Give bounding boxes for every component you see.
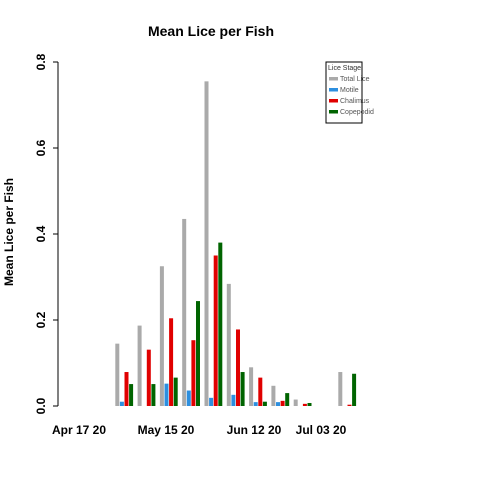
bar-copepodid: Copepodid: 0.38 <box>218 242 223 406</box>
bar-total-lice: Total Lice: 0.755 <box>204 81 209 406</box>
bar-copepodid: Copepodid: 0.051 <box>151 384 156 406</box>
legend-swatch <box>329 99 338 103</box>
legend-swatch <box>329 77 338 81</box>
bar-chalimus: Chalimus: 0.153 <box>191 340 196 406</box>
x-axis-labels: Apr 17 20 May 15 20 Jun 12 20 Jul 03 20 <box>52 423 347 437</box>
bar-total-lice: Total Lice: 0.435 <box>182 218 187 406</box>
legend-items: Total Lice Motile Chalimus Copepodid <box>329 76 374 116</box>
bar-copepodid: Copepodid: 0.007 <box>307 402 312 406</box>
bar-total-lice: Total Lice: 0.145 <box>115 343 120 406</box>
bar-chalimus: Chalimus: 0.131 <box>146 349 151 406</box>
bar-copepodid: Copepodid: 0.03 <box>285 393 290 406</box>
bar-copepodid: Copepodid: 0.075 <box>352 373 357 406</box>
bars: Total Lice: 0.145Motile: 0.01Chalimus: 0… <box>115 81 357 406</box>
legend-title: Lice Stage <box>328 65 361 72</box>
legend-swatch <box>329 88 338 92</box>
bar-motile: Motile: 0.026 <box>231 394 236 406</box>
legend-label: Total Lice <box>340 76 370 83</box>
chart-title: Mean Lice per Fish <box>148 23 274 39</box>
legend-label: Motile <box>340 87 359 94</box>
bar-chalimus: Chalimus: 0.079 <box>124 372 129 406</box>
y-tick-label: 0.6 <box>34 139 48 156</box>
bar-motile: Motile: 0.01 <box>119 401 124 406</box>
bar-total-lice: Total Lice: 0.325 <box>159 266 164 406</box>
bar-total-lice: Total Lice: 0.187 <box>137 325 142 406</box>
legend-label: Chalimus <box>340 98 370 105</box>
bar-total-lice: Total Lice: 0.079 <box>338 372 343 406</box>
bar-total-lice: Total Lice: 0.09 <box>249 367 254 406</box>
bar-total-lice: Total Lice: 0.284 <box>226 283 231 406</box>
y-axis-ticks: 0.0 0.2 0.4 0.6 0.8 <box>34 53 58 414</box>
bar-copepodid: Copepodid: 0.051 <box>129 384 134 406</box>
bar-chalimus: Chalimus: 0.35 <box>213 255 218 406</box>
bar-copepodid: Copepodid: 0.066 <box>173 377 178 406</box>
y-tick-label: 0.2 <box>34 311 48 328</box>
legend: Lice Stage Total Lice Motile Chalimus Copep… <box>325 61 374 124</box>
bar-copepodid: Copepodid: 0.244 <box>196 301 200 406</box>
bar-motile: Motile: 0.009 <box>253 402 258 406</box>
bar-chalimus: Chalimus: 0.178 <box>236 329 240 406</box>
y-tick-label: 0.0 <box>34 397 48 414</box>
bar-chalimus: Chalimus: 0.204 <box>169 318 174 406</box>
bar-copepodid: Copepodid: 0.01 <box>262 401 267 406</box>
bar-total-lice: Total Lice: 0.047 <box>271 385 276 406</box>
bar-motile: Motile: 0.036 <box>186 390 191 406</box>
bar-chalimus: Chalimus: 0.003 <box>347 404 352 406</box>
bar-motile: Motile: 0.019 <box>209 397 214 406</box>
legend-swatch <box>329 110 338 114</box>
bar-copepodid: Copepodid: 0.079 <box>240 372 245 406</box>
legend-label: Copepodid <box>340 109 374 116</box>
y-axis-title: Mean Lice per Fish <box>2 178 16 286</box>
y-tick-label: 0.4 <box>34 225 48 242</box>
x-tick-label: May 15 20 <box>138 423 195 437</box>
bar-motile: Motile: 0.052 <box>164 383 169 406</box>
bar-chalimus: Chalimus: 0.066 <box>258 377 263 406</box>
bar-motile: Motile: 0.009 <box>276 402 280 406</box>
x-tick-label: Apr 17 20 <box>52 423 106 437</box>
x-tick-label: Jun 12 20 <box>227 423 282 437</box>
bar-chalimus: Chalimus: 0.005 <box>302 403 307 406</box>
bar-total-lice: Total Lice: 0.015 <box>293 399 298 406</box>
y-tick-label: 0.8 <box>34 53 48 70</box>
bar-chalimus: Chalimus: 0.012 <box>280 400 285 406</box>
x-tick-label: Jul 03 20 <box>296 423 347 437</box>
